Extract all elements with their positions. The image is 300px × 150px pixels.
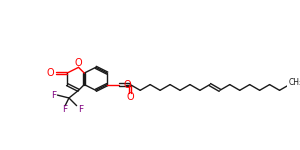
Text: F: F — [63, 105, 68, 114]
Text: O: O — [47, 68, 55, 78]
Text: O: O — [126, 92, 134, 102]
Text: F: F — [78, 105, 83, 114]
Text: O: O — [75, 58, 82, 68]
Text: CH₃: CH₃ — [288, 78, 300, 87]
Text: F: F — [51, 91, 56, 100]
Text: O: O — [124, 80, 131, 90]
